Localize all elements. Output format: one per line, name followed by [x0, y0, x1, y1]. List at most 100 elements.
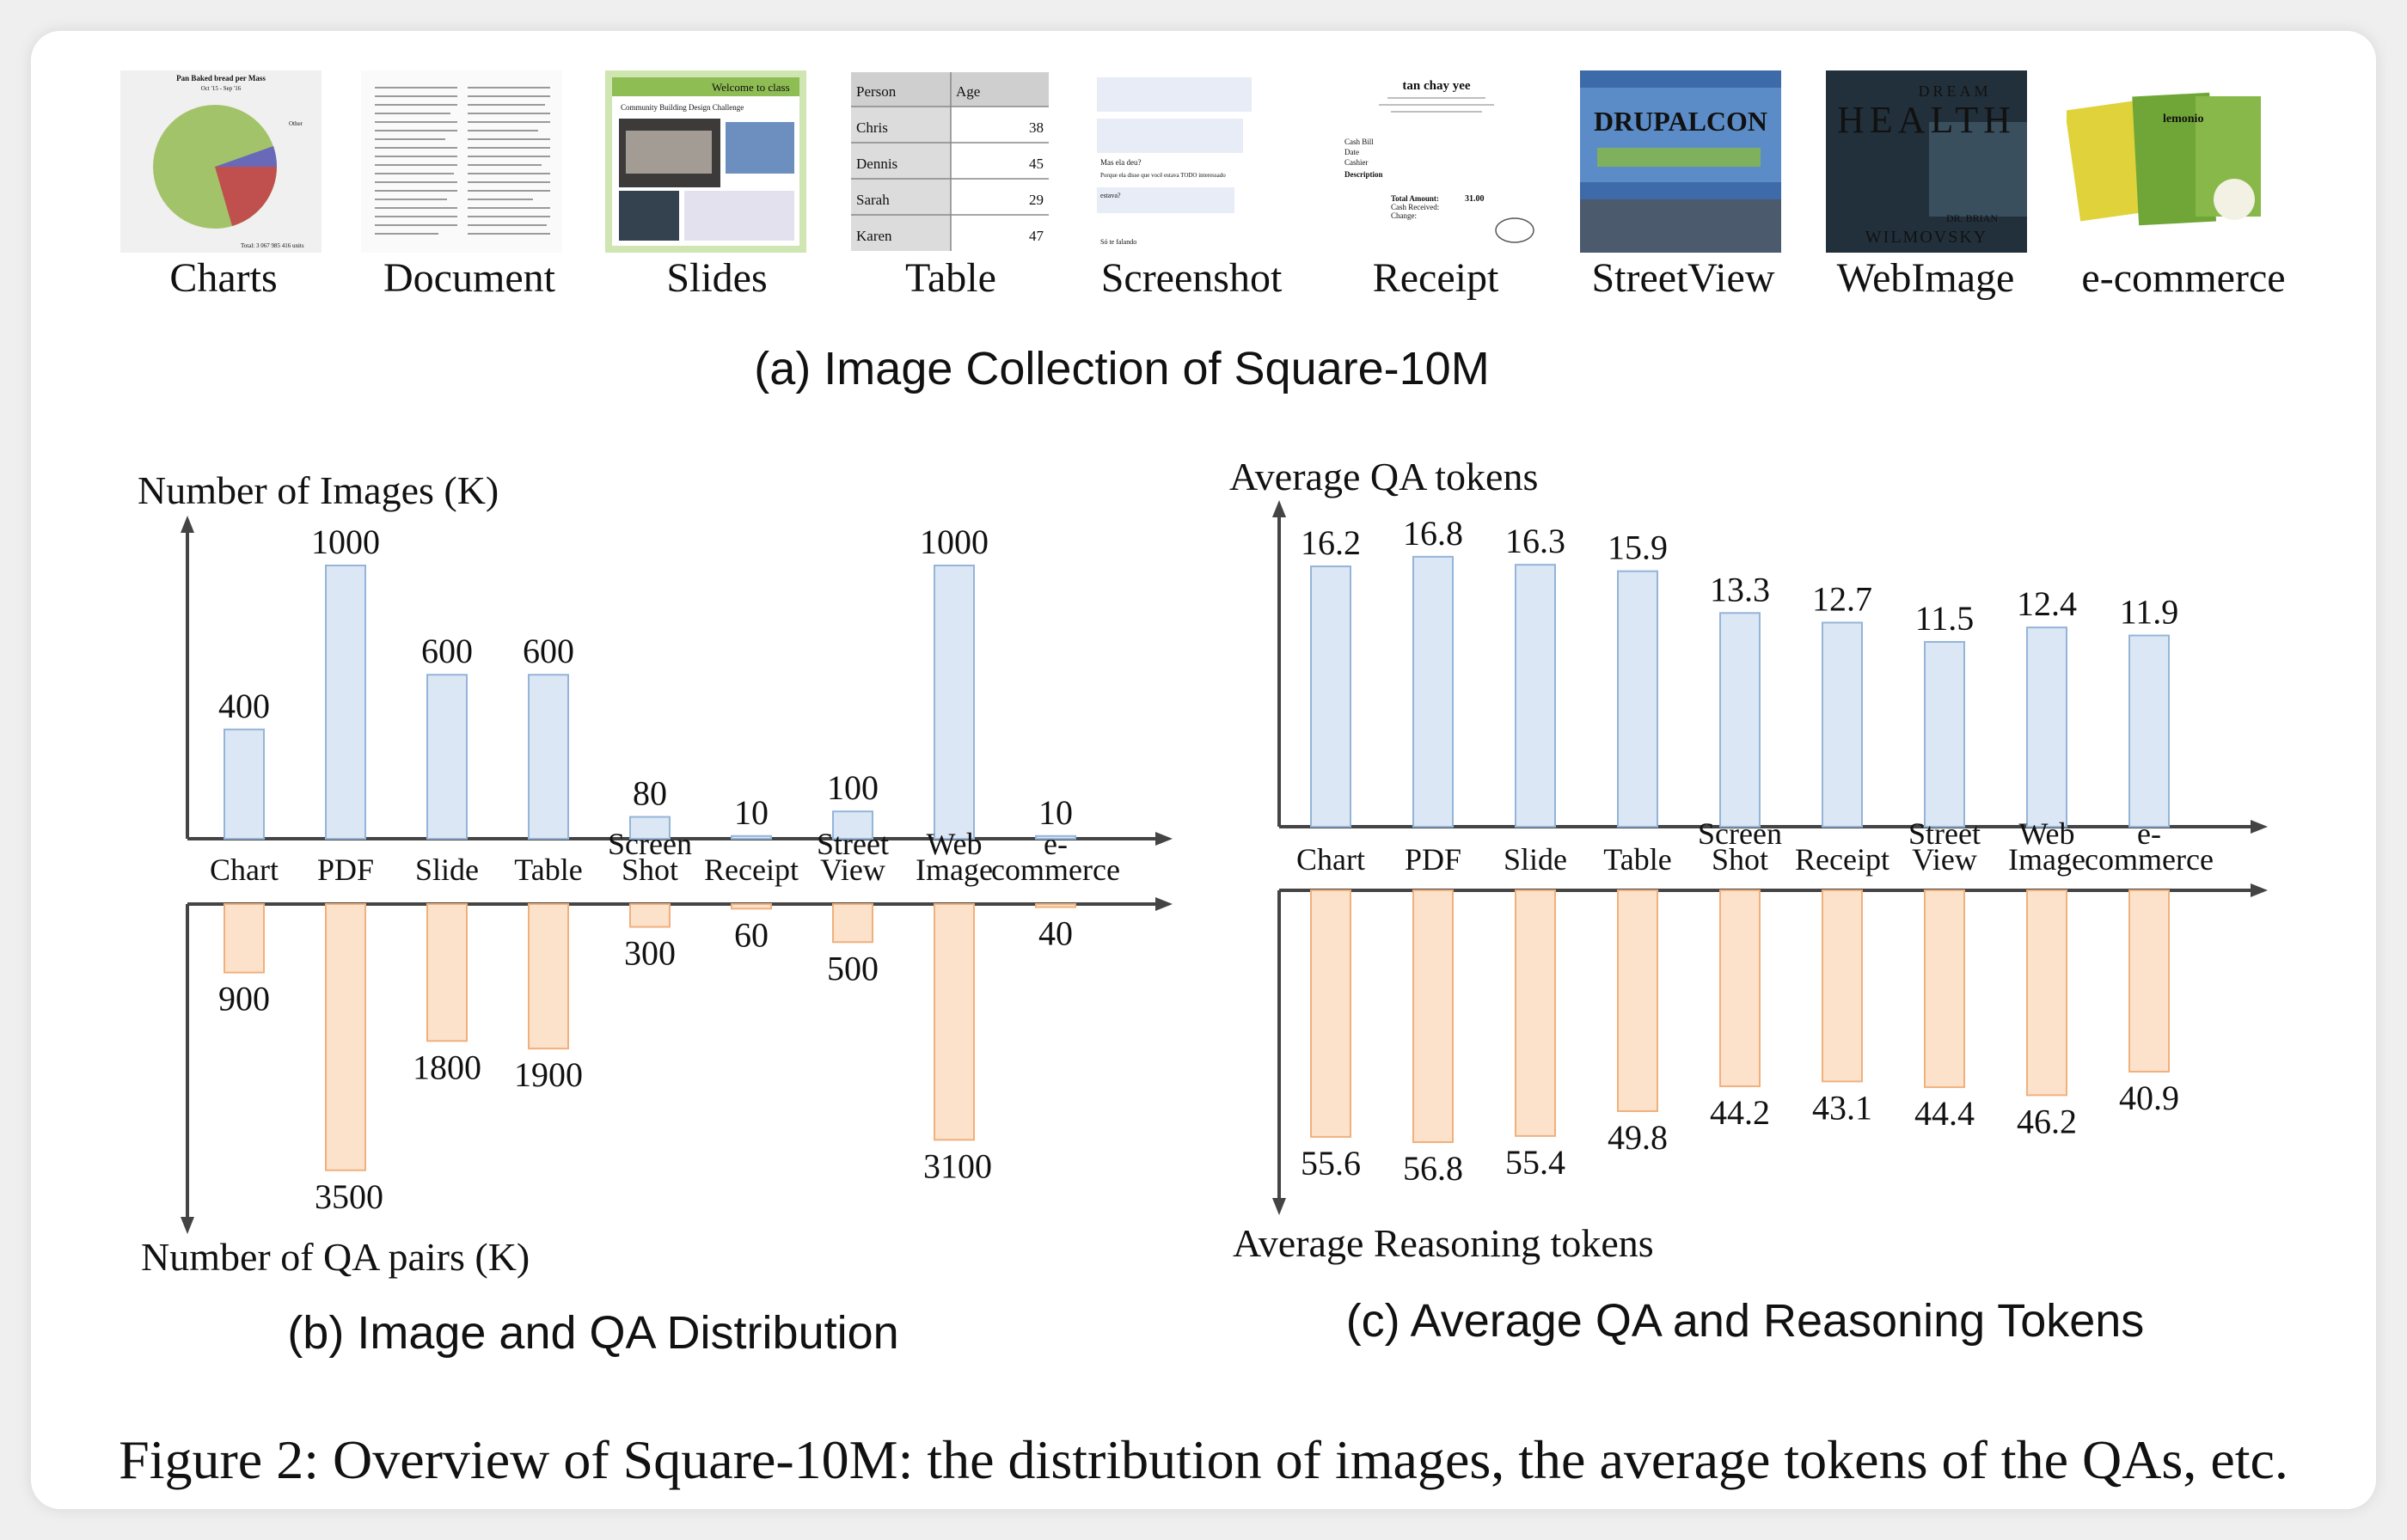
charts-thumb-subtitle: Oct '15 - Sep '16 — [201, 85, 242, 92]
x-tick-label: Receipt — [704, 852, 799, 887]
top-bar — [1719, 612, 1761, 828]
receipt-thumb-line: Total Amount: — [1391, 194, 1439, 203]
top-bar — [832, 810, 873, 840]
table-thumb-cell: 47 — [1029, 228, 1044, 244]
x-tick-label: PDF — [1405, 842, 1461, 877]
top-bar-value: 11.5 — [1915, 599, 1975, 638]
thumb-webimage: DREAM HEALTH DR. BRIAN WILMOVSKY — [1826, 70, 2027, 253]
bottom-bar — [1515, 889, 1556, 1137]
receipt-thumb-shop: tan chay yee — [1402, 79, 1470, 93]
thumb-document — [361, 70, 562, 253]
x-tick-label: Street — [1908, 816, 1981, 851]
bottom-bar-value: 44.2 — [1710, 1093, 1770, 1132]
table-thumb-header-person: Person — [856, 83, 897, 100]
bottom-bar — [1617, 889, 1658, 1112]
top-bar — [2026, 626, 2067, 828]
table-thumb-cell: 38 — [1029, 119, 1044, 136]
y-axis-top-title: Number of Images (K) — [138, 468, 499, 512]
figure-caption: Figure 2: Overview of Square-10M: the di… — [119, 1429, 2288, 1490]
x-axis-bottom-arrow — [1155, 897, 1173, 911]
charts-thumb-other: Other — [289, 120, 303, 127]
bottom-bar-value: 56.8 — [1403, 1149, 1463, 1188]
bottom-bar-value: 49.8 — [1608, 1118, 1668, 1157]
bottom-bar-value: 46.2 — [2017, 1102, 2077, 1140]
receipt-thumb-line: Change: — [1391, 211, 1417, 220]
x-tick-label: Screen — [608, 827, 692, 861]
bottom-bar-value: 1800 — [413, 1048, 481, 1086]
bottom-bar — [934, 903, 975, 1141]
bottom-bar-value: 60 — [734, 915, 769, 954]
top-bar-value: 13.3 — [1710, 570, 1770, 608]
top-bar — [325, 565, 366, 840]
bottom-bar — [1924, 889, 1965, 1089]
bottom-bar-value: 43.1 — [1812, 1088, 1872, 1127]
x-tick-label: View — [820, 852, 885, 887]
streetview-thumb-sign: DRUPALCON — [1594, 106, 1767, 137]
top-bar-value: 1000 — [311, 522, 380, 561]
bottom-bar-value: 1900 — [514, 1055, 583, 1094]
gallery-label: Receipt — [1372, 255, 1499, 301]
figure-card — [31, 31, 2376, 1509]
x-tick-label: commerce — [2085, 842, 2214, 877]
x-axis-top-arrow — [1155, 832, 1173, 846]
bottom-bar-value: 900 — [218, 980, 270, 1018]
top-bar — [1822, 621, 1863, 828]
gallery-label: WebImage — [1836, 255, 2015, 301]
top-bar — [2128, 634, 2170, 828]
receipt-thumb-amount: 31.00 — [1465, 194, 1485, 204]
bottom-bar — [426, 903, 468, 1042]
y-axis-bottom-arrow — [181, 1217, 194, 1234]
x-tick-label: commerce — [991, 852, 1120, 887]
bottom-bar — [629, 903, 671, 928]
x-tick-label: View — [1912, 842, 1977, 877]
table-thumb-cell: 29 — [1029, 192, 1044, 208]
x-tick-label: Screen — [1698, 816, 1782, 851]
top-bar — [629, 816, 671, 840]
x-axis-bottom-arrow — [2251, 883, 2268, 897]
gallery-label: Charts — [169, 255, 278, 301]
webimage-thumb-title: HEALTH — [1837, 99, 2016, 141]
y-axis-top-title: Average QA tokens — [1229, 455, 1538, 498]
bottom-bar-value: 40 — [1038, 914, 1073, 953]
webimage-thumb-top: DREAM — [1918, 82, 1991, 100]
receipt-thumb-line: Cash Received: — [1391, 203, 1439, 211]
bottom-bar — [1035, 903, 1076, 908]
slides-thumb-subtitle: Community Building Design Challenge — [621, 103, 744, 112]
x-tick-label: Table — [514, 852, 582, 887]
bottom-bar — [1822, 889, 1863, 1083]
x-tick-label: PDF — [317, 852, 374, 887]
bottom-bar-value: 500 — [827, 949, 879, 987]
top-bar-value: 12.4 — [2017, 584, 2077, 623]
top-bar-value: 100 — [827, 768, 879, 807]
x-tick-label: e- — [2137, 816, 2161, 851]
bottom-bar-value: 55.4 — [1505, 1143, 1565, 1182]
table-thumb-cell: 45 — [1029, 156, 1044, 172]
top-bar-value: 400 — [218, 687, 270, 725]
gallery-label: StreetView — [1591, 255, 1775, 301]
top-bar-value: 80 — [633, 774, 667, 813]
table-thumb-cell: Sarah — [856, 192, 890, 208]
thumb-ecommerce: lemonio — [2067, 70, 2268, 253]
table-thumb-cell: Chris — [856, 119, 888, 136]
top-bar-value: 16.2 — [1301, 523, 1361, 562]
y-axis-bottom-arrow — [1272, 1198, 1286, 1215]
receipt-thumb-line: Cash Bill — [1344, 138, 1374, 146]
top-bar — [224, 728, 265, 840]
top-bar — [1412, 555, 1454, 828]
panel-b-chart: Number of Images (K) Number of QA pairs (… — [138, 468, 1173, 1279]
ecommerce-thumb-brand: lemonio — [2163, 113, 2203, 125]
receipt-thumb-line: Date — [1344, 148, 1359, 156]
screenshot-thumb-message: estava? — [1100, 192, 1121, 199]
panel-c-chart: Average QA tokens Average Reasoning token… — [1229, 455, 2268, 1265]
panel-c-title: (c) Average QA and Reasoning Tokens — [1345, 1295, 2145, 1347]
gallery-label: Slides — [666, 255, 768, 301]
charts-thumb-total: Total: 3 067 985 416 units — [241, 242, 304, 249]
x-tick-label: Street — [817, 827, 889, 861]
top-bar-value: 10 — [734, 793, 769, 832]
bottom-bar-value: 44.4 — [1914, 1094, 1975, 1133]
thumb-streetview: DRUPALCON — [1580, 70, 1781, 253]
x-tick-label: Table — [1603, 842, 1671, 877]
x-tick-label: Shot — [1712, 842, 1768, 877]
top-bar-value: 600 — [523, 632, 574, 670]
thumb-receipt: tan chay yee Cash Bill Date Cashier Desc… — [1336, 70, 1537, 253]
